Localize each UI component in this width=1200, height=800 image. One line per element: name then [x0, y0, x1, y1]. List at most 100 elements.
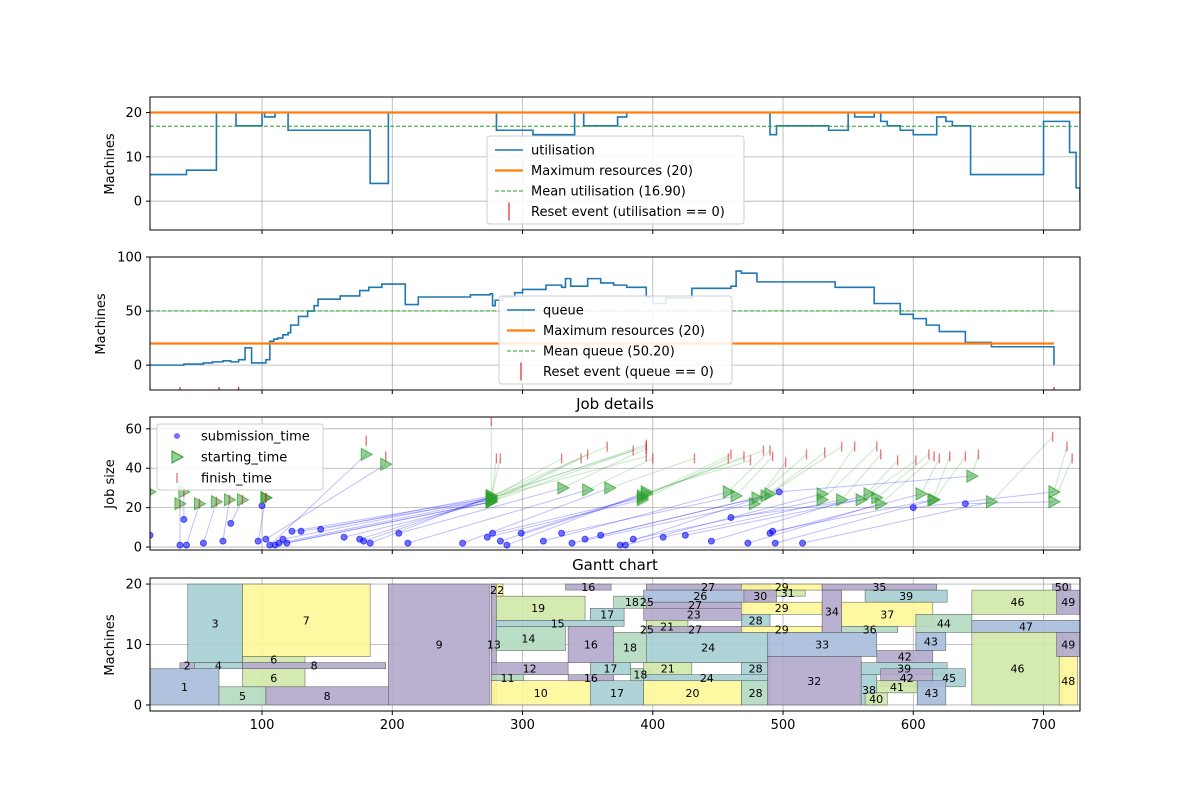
gantt-task-label: 6 [270, 654, 277, 667]
submission-point [775, 488, 783, 496]
submission-point [503, 541, 511, 549]
submission-point [771, 539, 779, 547]
gantt-task-label: 44 [937, 617, 951, 630]
utilisation-panel-ylabel: Machines [103, 133, 118, 194]
legend-label: Mean queue (50.20) [543, 345, 675, 360]
legend-label: Mean utilisation (16.90) [531, 185, 686, 200]
y-tick-label: 0 [134, 195, 142, 210]
starting-point [915, 487, 929, 501]
starting-point [582, 483, 595, 497]
legend-label: Maximum resources (20) [531, 164, 693, 179]
gantt-content: 1234566788922191514131211101617161617171… [150, 581, 1080, 706]
job-wait-line [506, 491, 647, 546]
gantt-task-label: 43 [924, 635, 938, 648]
gantt-task-label: 50 [1055, 581, 1069, 594]
gantt-task-bar [643, 680, 742, 706]
gantt-task-bar [491, 662, 569, 675]
job-run-line [642, 453, 732, 499]
legend-box [498, 295, 733, 385]
submission-point [288, 527, 296, 535]
y-tick-label: 0 [134, 698, 142, 713]
y-tick-label: 20 [125, 501, 142, 516]
utilisation-panel-legend: utilisation Maximum resources (20) Mean ut… [486, 135, 745, 225]
gantt-task-label: 49 [1061, 596, 1075, 609]
y-tick-label: 50 [125, 305, 142, 320]
job-wait-line [359, 497, 492, 540]
gantt-task-label: 4 [215, 660, 222, 673]
submission-point [769, 527, 777, 535]
submission-point [909, 504, 917, 512]
gantt-task-label: 16 [584, 639, 598, 652]
job-run-line [765, 452, 826, 497]
submission-point [404, 539, 412, 547]
job-run-line [933, 456, 966, 501]
job-wait-line [685, 499, 862, 536]
submission-point [744, 539, 752, 547]
submission-point [283, 539, 291, 547]
job-run-line [562, 448, 647, 489]
starting-point [1048, 494, 1061, 509]
submission-point [219, 537, 227, 545]
legend-label: submission_time [201, 430, 310, 445]
job-run-line [491, 457, 562, 499]
gantt-task-bar [590, 607, 625, 621]
starting-point [928, 492, 942, 507]
gantt-task-label: 36 [863, 623, 877, 636]
job-run-line [1053, 446, 1068, 493]
job-wait-line [269, 454, 367, 546]
job-run-line [491, 446, 647, 497]
legend-label: starting_time [201, 451, 287, 466]
starting-point [557, 481, 570, 495]
job-wait-line [274, 501, 492, 546]
gantt-task-bar [491, 680, 591, 706]
starting-point [863, 487, 877, 501]
axes-frame [149, 416, 1081, 551]
job-wait-line [222, 499, 230, 542]
gantt-task-label: 42 [900, 672, 914, 685]
job-wait-line [913, 491, 1055, 509]
job-wait-line [202, 501, 217, 544]
submission-point [597, 531, 605, 539]
job-wait-line [301, 499, 492, 532]
gantt-task-bar [388, 583, 491, 706]
job-run-line [920, 458, 940, 495]
job-wait-line [543, 491, 729, 542]
gantt-task-label: 26 [693, 590, 707, 603]
job-run-line [735, 456, 773, 497]
queue-panel: Machines 0 50 100 queue Maximum resources (… [94, 251, 1081, 394]
gantt-task-bar [187, 583, 243, 663]
queue-panel-ylabel: Machines [94, 293, 109, 354]
utilisation-panel: Machines 0 10 20 utilisation Maximum resour… [103, 96, 1081, 234]
job-run-line [932, 456, 951, 500]
utilisation-panel-ticks: 0 10 20 [125, 106, 1045, 234]
submission-point [395, 529, 403, 537]
job-wait-line [343, 501, 492, 538]
job-run-line [1053, 458, 1073, 502]
submission-point [176, 541, 184, 549]
submission-point [581, 535, 589, 543]
job-details-ticks: 0 20 40 60 [125, 422, 1045, 556]
job-wait-line [775, 499, 935, 544]
gantt-task-label: 21 [660, 620, 674, 633]
gantt-task-label: 41 [890, 681, 904, 694]
x-tick-label: 300 [510, 718, 535, 733]
job-wait-line [278, 499, 492, 544]
job-details-title: Job details [575, 395, 654, 413]
utilisation-panel-frame [149, 96, 1081, 231]
job-wait-line [965, 501, 1054, 505]
legend-handle [174, 433, 180, 439]
gantt-task-label: 18 [623, 642, 637, 655]
plot-area [150, 111, 1080, 202]
legend-label: Reset event (utilisation == 0) [531, 205, 725, 220]
gantt-task-label: 8 [311, 660, 318, 673]
gantt-task-label: 19 [531, 602, 545, 615]
job-run-line [880, 456, 935, 505]
series-line-queue [150, 270, 1055, 366]
job-wait-line [291, 497, 492, 532]
job-run-line [841, 454, 882, 501]
gantt-task-label: 46 [1010, 596, 1024, 609]
submission-point [707, 537, 715, 545]
job-wait-line [320, 495, 492, 530]
gantt-task-bar [242, 662, 387, 669]
gantt-task-label: 24 [700, 672, 714, 685]
